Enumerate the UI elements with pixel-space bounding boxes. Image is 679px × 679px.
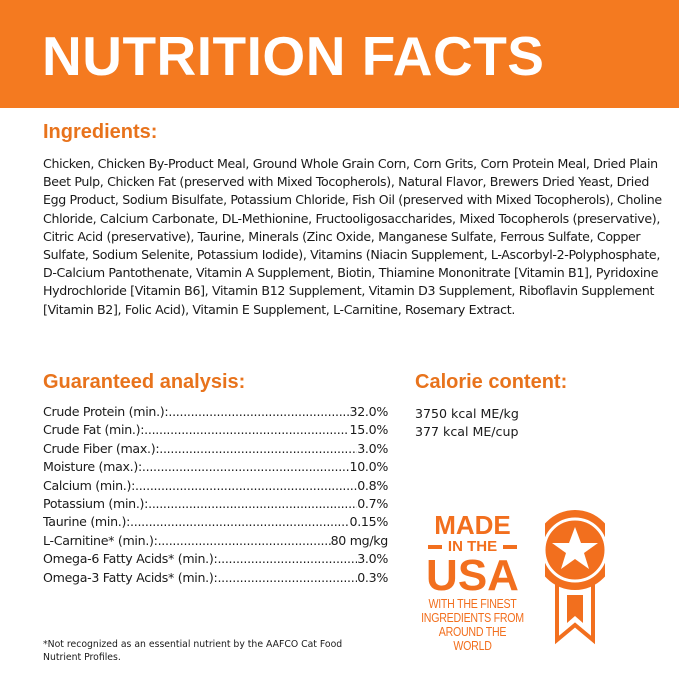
analysis-label: Taurine (min.): [43,514,131,530]
analysis-list: Crude Protein (min.): 32.0% Crude Fat (min… [43,403,388,587]
analysis-value: 3.0% [357,551,388,567]
analysis-label: Potassium (min.): [43,496,149,512]
calorie-content: 3750 kcal ME/kg 377 kcal ME/cup [415,405,519,441]
leader-dots [159,440,357,458]
calorie-per-kg: 3750 kcal ME/kg [415,406,519,421]
analysis-value: 0.3% [357,569,388,585]
analysis-row: Crude Fiber (max.): 3.0% [43,440,388,458]
ingredients-heading: Ingredients: [43,121,158,143]
analysis-row: Potassium (min.): 0.7% [43,495,388,513]
badge-made: MADE [434,510,511,540]
leader-dots [142,458,350,476]
badge-tagline-1: WITH THE FINEST [428,597,517,611]
header-banner: NUTRITION FACTS [0,0,679,108]
analysis-value: 0.8% [357,477,388,493]
badge-in-the: IN THE [410,538,535,555]
analysis-value: 15.0% [349,422,388,438]
leader-dots [217,550,357,568]
ingredients-text: Chicken, Chicken By-Product Meal, Ground… [43,156,662,317]
analysis-label: Crude Protein (min.): [43,404,169,419]
page-title: NUTRITION FACTS [42,25,545,87]
analysis-row: Taurine (min.): 0.15% [43,513,388,531]
analysis-label: Calcium (min.): [43,477,136,493]
analysis-label: L-Carnitine* (min.): [43,532,158,548]
badge-tagline-2: INGREDIENTS FROM [421,611,524,625]
leader-dots [158,532,331,550]
analysis-row: Omega-3 Fatty Acids* (min.): 0.3% [43,569,388,587]
analysis-row: Crude Fat (min.): 15.0% [43,421,388,439]
analysis-value: 0.7% [357,496,388,512]
analysis-row: Crude Protein (min.): 32.0% [43,403,388,421]
leader-dots [168,403,349,421]
analysis-row: Omega-6 Fatty Acids* (min.): 3.0% [43,550,388,568]
leader-dots [148,495,357,513]
star-ribbon-icon [545,510,605,645]
analysis-value: 32.0% [349,404,388,419]
analysis-label: Crude Fat (min.): [43,422,145,438]
analysis-value: 0.15% [349,514,388,530]
analysis-value: 10.0% [349,459,388,475]
badge-in-the-text: IN THE [447,538,498,555]
footnote: *Not recognized as an essential nutrient… [43,639,343,663]
analysis-row: Calcium (min.): 0.8% [43,477,388,495]
badge-usa: USA [426,551,519,600]
analysis-value: 80 mg/kg [330,532,388,548]
calorie-per-cup: 377 kcal ME/cup [415,424,519,439]
calorie-heading: Calorie content: [415,371,568,393]
leader-dots [217,569,357,587]
badge-tagline-3: AROUND THE WORLD [438,625,507,653]
leader-dots [135,477,357,495]
leader-dots [144,421,349,439]
analysis-label: Crude Fiber (max.): [43,440,160,456]
analysis-label: Moisture (max.): [43,459,142,475]
analysis-value: 3.0% [357,440,388,456]
leader-dots [130,513,349,531]
analysis-heading: Guaranteed analysis: [43,371,246,393]
analysis-row: L-Carnitine* (min.): 80 mg/kg [43,532,388,550]
analysis-label: Omega-3 Fatty Acids* (min.): [43,569,218,585]
made-in-usa-badge: MADE IN THE USA WITH THE FINEST INGREDIE… [410,512,535,653]
analysis-label: Omega-6 Fatty Acids* (min.): [43,551,218,567]
analysis-row: Moisture (max.): 10.0% [43,458,388,476]
